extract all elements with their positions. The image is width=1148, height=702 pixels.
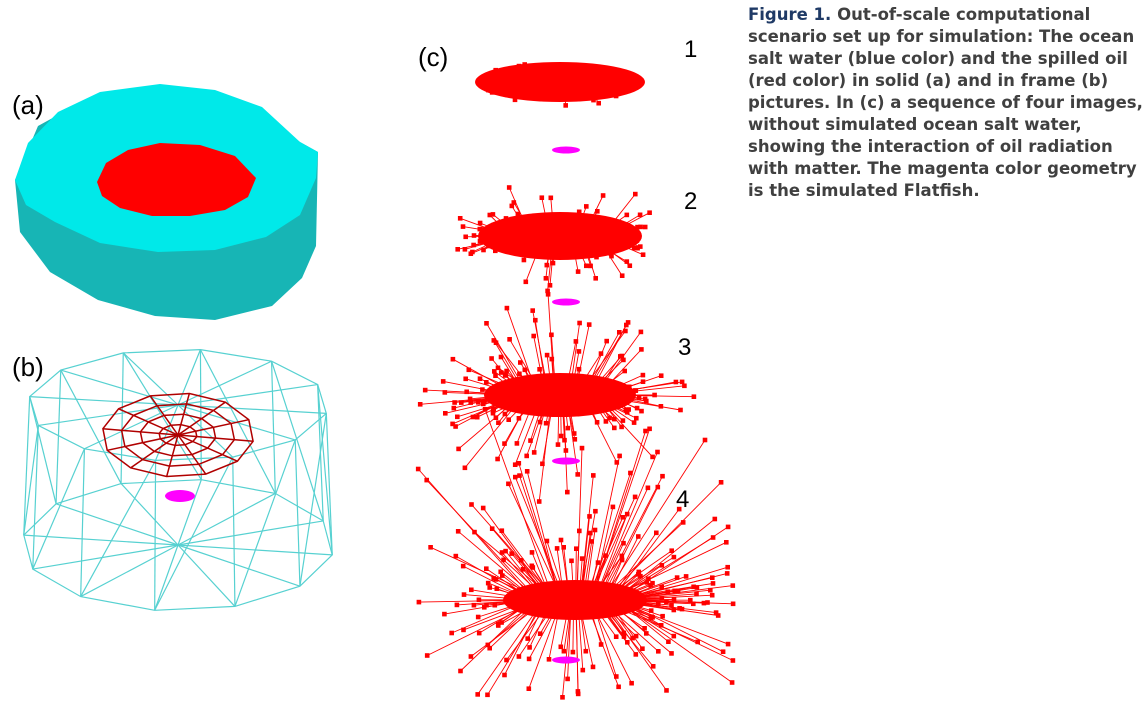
sequence-number-2: 2 [684, 188, 698, 215]
flatfish-c3 [552, 457, 580, 465]
sequence-number-1: 1 [684, 36, 698, 63]
oil-frame-3 [417, 292, 697, 504]
solid-model [15, 84, 318, 320]
figure-caption: Figure 1. Out-of-scale computational sce… [748, 4, 1144, 202]
sequence-number-3: 3 [678, 334, 692, 361]
oil-frame-2 [455, 185, 652, 306]
panel-label-c: (c) [418, 42, 449, 72]
panel-label-a: (a) [12, 90, 44, 120]
oil-sequence [415, 62, 736, 700]
flatfish-c4 [552, 656, 580, 664]
sequence-number-4: 4 [676, 486, 690, 513]
wireframe-model [23, 348, 333, 611]
caption-lead: Figure 1. [748, 5, 832, 24]
panel-label-b: (b) [12, 352, 44, 382]
flatfish-b [165, 490, 195, 502]
flatfish-c1 [552, 146, 580, 154]
oil-frame-4 [415, 407, 736, 700]
oil-disc-solid [97, 143, 256, 216]
caption-text: Out-of-scale computational scenario set … [748, 5, 1143, 200]
flatfish-c2 [552, 298, 580, 306]
oil-frame-1 [475, 62, 645, 154]
wireframe-oil [102, 392, 254, 478]
